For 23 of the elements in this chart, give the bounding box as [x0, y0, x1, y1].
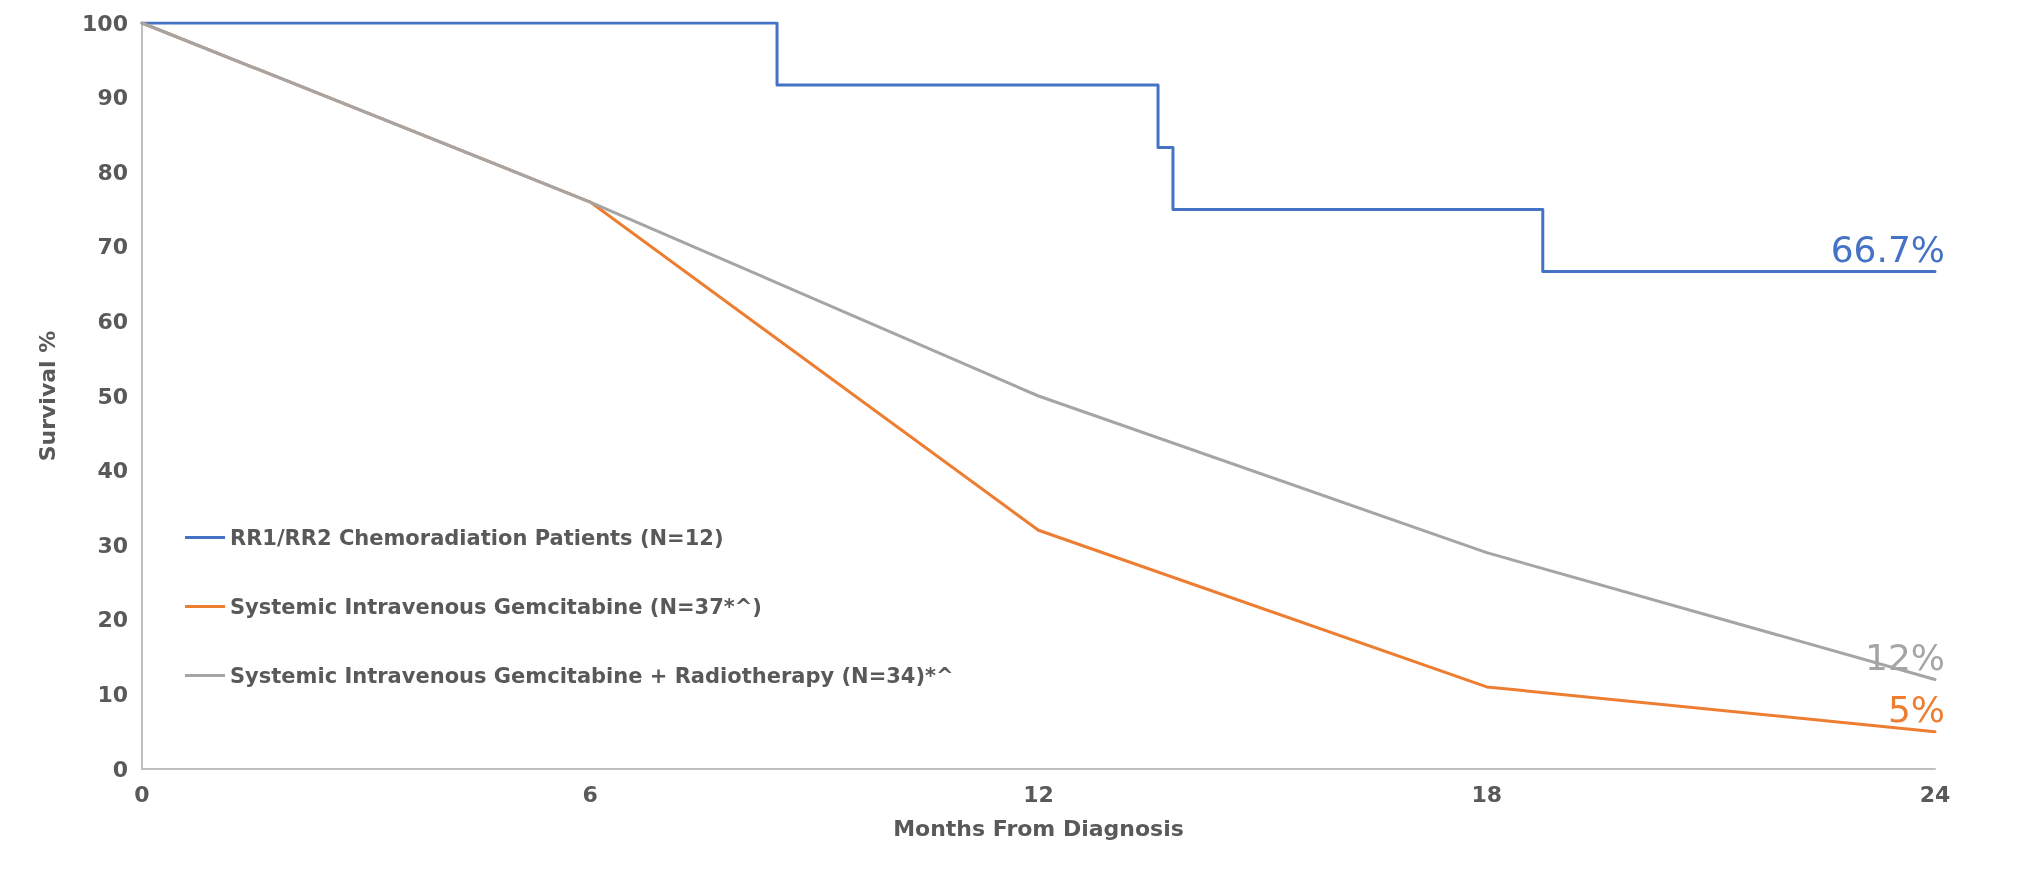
x-tick-label: 0	[134, 781, 150, 807]
x-tick-label: 18	[1471, 781, 1503, 807]
data-label: 5%	[1887, 689, 1945, 731]
legend-label: Systemic Intravenous Gemcitabine + Radiotherapy (N=34)*^	[230, 663, 954, 688]
x-tick-label: 6	[582, 781, 598, 807]
y-tick-label: 50	[97, 383, 128, 409]
y-tick-label: 40	[97, 458, 128, 484]
x-axis-title: Months From Diagnosis	[893, 815, 1184, 841]
y-tick-label: 0	[112, 756, 128, 782]
y-tick-label: 70	[97, 234, 128, 260]
legend-label: RR1/RR2 Chemoradiation Patients (N=12)	[230, 525, 724, 550]
y-tick-label: 60	[97, 308, 128, 334]
y-tick-label: 20	[97, 607, 128, 633]
x-tick-label: 24	[1919, 781, 1951, 807]
y-axis-title: Survival %	[34, 330, 60, 462]
y-tick-label: 30	[97, 532, 128, 558]
legend-label: Systemic Intravenous Gemcitabine (N=37*^)	[230, 594, 762, 619]
y-tick-label: 80	[97, 159, 128, 185]
x-tick-label: 12	[1023, 781, 1054, 807]
data-label: 66.7%	[1830, 228, 1945, 270]
y-tick-label: 100	[82, 10, 128, 36]
y-tick-label: 90	[97, 85, 128, 111]
y-tick-label: 10	[97, 681, 128, 707]
